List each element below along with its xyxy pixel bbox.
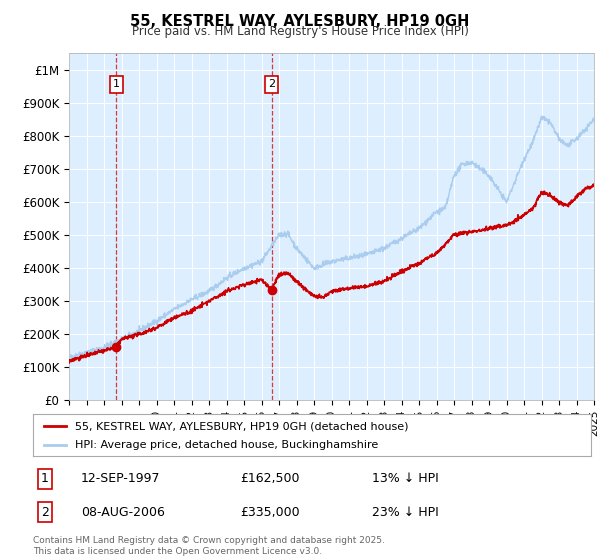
Text: 2: 2 xyxy=(268,80,275,90)
Text: £335,000: £335,000 xyxy=(240,506,299,519)
Text: HPI: Average price, detached house, Buckinghamshire: HPI: Average price, detached house, Buck… xyxy=(75,440,378,450)
Text: 23% ↓ HPI: 23% ↓ HPI xyxy=(372,506,439,519)
Text: 08-AUG-2006: 08-AUG-2006 xyxy=(81,506,165,519)
Text: £162,500: £162,500 xyxy=(240,472,299,486)
Text: Price paid vs. HM Land Registry's House Price Index (HPI): Price paid vs. HM Land Registry's House … xyxy=(131,25,469,38)
Text: 55, KESTREL WAY, AYLESBURY, HP19 0GH (detached house): 55, KESTREL WAY, AYLESBURY, HP19 0GH (de… xyxy=(75,421,409,431)
Text: Contains HM Land Registry data © Crown copyright and database right 2025.
This d: Contains HM Land Registry data © Crown c… xyxy=(33,536,385,556)
Text: 12-SEP-1997: 12-SEP-1997 xyxy=(81,472,161,486)
Text: 1: 1 xyxy=(41,472,49,486)
Text: 13% ↓ HPI: 13% ↓ HPI xyxy=(372,472,439,486)
Text: 1: 1 xyxy=(113,80,120,90)
Text: 55, KESTREL WAY, AYLESBURY, HP19 0GH: 55, KESTREL WAY, AYLESBURY, HP19 0GH xyxy=(130,14,470,29)
Text: 2: 2 xyxy=(41,506,49,519)
